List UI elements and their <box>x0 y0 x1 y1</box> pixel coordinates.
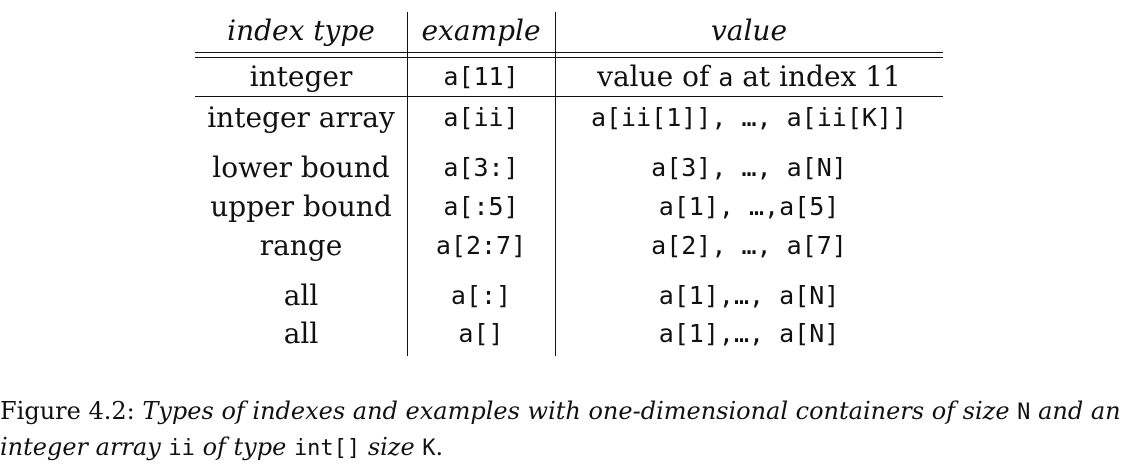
header-example: example <box>421 14 541 47</box>
header-value: value <box>710 14 788 47</box>
caption-text: Types of indexes and examples with one-d… <box>142 397 1010 425</box>
cell-example: a[] <box>458 319 504 348</box>
cell-value: a[1],…, a[N] <box>658 319 840 348</box>
caption-label: Figure 4.2: <box>0 397 135 425</box>
column-divider-2 <box>555 12 556 356</box>
table-row: integer a[11] value of a at index 11 <box>195 59 943 95</box>
cell-example: a[:5] <box>443 192 519 221</box>
cell-value: a[ii[1]], …, a[ii[K]] <box>590 103 908 132</box>
caption-text: of type <box>202 433 287 461</box>
table-row: range a[2:7] a[2], …, a[7] <box>195 228 943 264</box>
cell-example: a[11] <box>443 62 519 91</box>
table-row: upper bound a[:5] a[1], …,a[5] <box>195 189 943 225</box>
cell-example: a[3:] <box>443 153 519 182</box>
cell-index-type: range <box>259 229 343 262</box>
caption-code: K <box>422 436 436 461</box>
figure-caption: Figure 4.2: Types of indexes and example… <box>0 394 1142 466</box>
cell-value: a[1],…, a[N] <box>658 281 840 310</box>
cell-index-type: integer array <box>207 101 395 134</box>
cell-index-type: upper bound <box>210 190 392 223</box>
table-row: all a[:] a[1],…, a[N] <box>195 278 943 314</box>
cell-example: a[:] <box>450 281 512 310</box>
cell-value: a[1], …,a[5] <box>658 192 840 221</box>
column-divider-1 <box>407 12 408 356</box>
caption-code: N <box>1017 400 1031 425</box>
table-row: integer array a[ii] a[ii[1]], …, a[ii[K]… <box>195 100 943 136</box>
caption-period: . <box>435 433 444 461</box>
caption-code: int[] <box>293 436 361 461</box>
cell-value: a[2], …, a[7] <box>651 231 847 260</box>
table-row: all a[] a[1],…, a[N] <box>195 316 943 352</box>
caption-text: integer array <box>0 433 161 461</box>
row-rule <box>195 96 943 97</box>
table-header-row: index type example value <box>195 13 943 49</box>
caption-text: and an <box>1038 397 1121 425</box>
cell-index-type: all <box>283 279 319 312</box>
header-rule-bottom <box>195 57 943 58</box>
cell-index-type: all <box>283 317 319 350</box>
cell-index-type: integer <box>249 60 353 93</box>
caption-code: ii <box>168 436 195 461</box>
cell-value: value of a at index 11 <box>597 60 901 93</box>
cell-example: a[2:7] <box>435 231 527 260</box>
cell-value: a[3], …, a[N] <box>651 153 847 182</box>
cell-index-type: lower bound <box>212 151 390 184</box>
header-index-type: index type <box>227 14 375 47</box>
header-rule-top <box>195 52 943 53</box>
cell-example: a[ii] <box>443 103 519 132</box>
caption-text: size <box>367 433 415 461</box>
table-row: lower bound a[3:] a[3], …, a[N] <box>195 150 943 186</box>
